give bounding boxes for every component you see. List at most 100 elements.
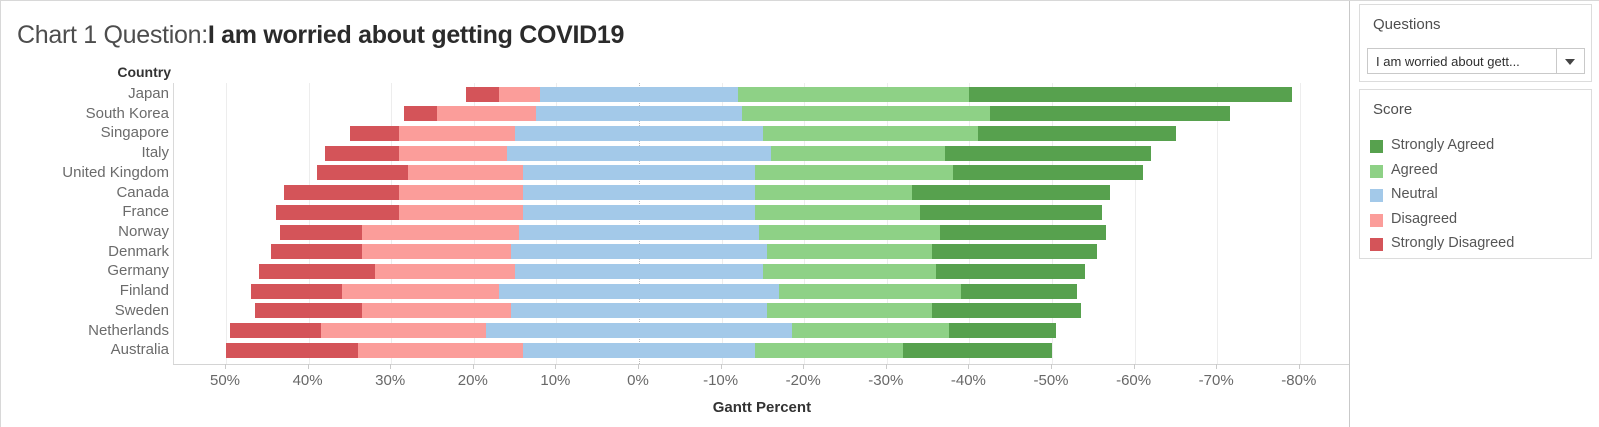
- bar-segment-agreed[interactable]: [767, 244, 933, 260]
- x-tick-mark: [472, 364, 474, 369]
- bar-segment-neutral[interactable]: [519, 224, 759, 240]
- legend-item-strongly-agreed[interactable]: Strongly Agreed: [1370, 137, 1580, 161]
- bar-segment-disagreed[interactable]: [374, 263, 516, 279]
- bar-segment-neutral[interactable]: [515, 125, 763, 141]
- bar-segment-neutral[interactable]: [510, 303, 768, 319]
- bar-segment-strongly-disagreed[interactable]: [226, 342, 359, 358]
- legend-item-strongly-disagreed[interactable]: Strongly Disagreed: [1370, 235, 1580, 259]
- bar-segment-strongly-disagreed[interactable]: [254, 303, 363, 319]
- bar-segment-strongly-agreed[interactable]: [990, 106, 1230, 122]
- country-label-norway[interactable]: Norway: [118, 223, 169, 241]
- bar-segment-strongly-agreed[interactable]: [969, 86, 1292, 102]
- bar-segment-strongly-agreed[interactable]: [977, 125, 1176, 141]
- bar-segment-strongly-agreed[interactable]: [940, 224, 1106, 240]
- bar-segment-strongly-agreed[interactable]: [911, 185, 1110, 201]
- bar-segment-neutral[interactable]: [523, 342, 755, 358]
- bar-segment-strongly-agreed[interactable]: [961, 283, 1077, 299]
- bar-segment-disagreed[interactable]: [320, 323, 487, 339]
- caret-down-icon[interactable]: [1556, 49, 1584, 73]
- bar-segment-agreed[interactable]: [779, 283, 962, 299]
- bar-segment-strongly-disagreed[interactable]: [250, 283, 342, 299]
- country-label-canada[interactable]: Canada: [116, 183, 169, 201]
- bar-segment-strongly-disagreed[interactable]: [403, 106, 437, 122]
- bar-segment-disagreed[interactable]: [407, 165, 524, 181]
- country-label-south-korea[interactable]: South Korea: [85, 104, 169, 122]
- x-tick-label: 30%: [375, 372, 406, 389]
- bar-segment-strongly-disagreed[interactable]: [316, 165, 408, 181]
- question-dropdown-value: I am worried about gett...: [1376, 54, 1520, 69]
- bar-segment-neutral[interactable]: [523, 185, 755, 201]
- country-label-germany[interactable]: Germany: [107, 262, 169, 280]
- legend-swatch: [1370, 140, 1383, 153]
- bar-segment-strongly-agreed[interactable]: [936, 263, 1086, 279]
- bar-segment-agreed[interactable]: [754, 165, 953, 181]
- bar-segment-strongly-disagreed[interactable]: [465, 86, 499, 102]
- bar-segment-disagreed[interactable]: [341, 283, 499, 299]
- bar-segment-neutral[interactable]: [539, 86, 739, 102]
- legend-label: Agreed: [1391, 161, 1438, 178]
- questions-panel: Questions I am worried about gett...: [1359, 4, 1592, 82]
- bar-segment-disagreed[interactable]: [399, 145, 507, 161]
- bar-segment-agreed[interactable]: [758, 224, 941, 240]
- country-label-france[interactable]: France: [122, 203, 169, 221]
- bar-segment-neutral[interactable]: [506, 145, 772, 161]
- country-label-netherlands[interactable]: Netherlands: [88, 321, 169, 339]
- bar-segment-agreed[interactable]: [738, 86, 970, 102]
- bar-segment-neutral[interactable]: [523, 165, 755, 181]
- bar-segment-strongly-disagreed[interactable]: [349, 125, 400, 141]
- bar-segment-agreed[interactable]: [767, 303, 933, 319]
- bar-segment-disagreed[interactable]: [498, 86, 540, 102]
- bar-segment-disagreed[interactable]: [399, 125, 516, 141]
- question-dropdown[interactable]: I am worried about gett...: [1367, 48, 1585, 74]
- bar-segment-agreed[interactable]: [754, 185, 912, 201]
- bar-segment-neutral[interactable]: [498, 283, 780, 299]
- bar-segment-agreed[interactable]: [791, 323, 949, 339]
- country-label-united-kingdom[interactable]: United Kingdom: [62, 163, 169, 181]
- bar-segment-strongly-disagreed[interactable]: [283, 185, 400, 201]
- bar-segment-agreed[interactable]: [754, 204, 920, 220]
- bar-segment-strongly-agreed[interactable]: [932, 303, 1081, 319]
- bar-segment-neutral[interactable]: [535, 106, 743, 122]
- bar-segment-neutral[interactable]: [510, 244, 768, 260]
- bar-segment-disagreed[interactable]: [362, 244, 511, 260]
- country-label-australia[interactable]: Australia: [110, 341, 169, 359]
- bar-segment-strongly-agreed[interactable]: [948, 323, 1057, 339]
- bar-segment-strongly-disagreed[interactable]: [279, 224, 363, 240]
- legend-item-disagreed[interactable]: Disagreed: [1370, 211, 1580, 235]
- bar-segment-strongly-disagreed[interactable]: [230, 323, 321, 339]
- bar-segment-agreed[interactable]: [762, 263, 937, 279]
- bar-segment-agreed[interactable]: [762, 125, 978, 141]
- bar-segment-strongly-disagreed[interactable]: [275, 204, 400, 220]
- bar-segment-disagreed[interactable]: [358, 342, 524, 358]
- bar-segment-agreed[interactable]: [771, 145, 945, 161]
- bar-segment-neutral[interactable]: [515, 263, 763, 279]
- bar-segment-neutral[interactable]: [523, 204, 755, 220]
- bar-segment-strongly-agreed[interactable]: [919, 204, 1102, 220]
- bar-segment-strongly-agreed[interactable]: [952, 165, 1143, 181]
- country-label-italy[interactable]: Italy: [141, 144, 169, 162]
- bar-segment-strongly-disagreed[interactable]: [271, 244, 363, 260]
- bar-segment-strongly-agreed[interactable]: [903, 342, 1052, 358]
- legend-item-agreed[interactable]: Agreed: [1370, 162, 1580, 186]
- bar-segment-disagreed[interactable]: [399, 185, 524, 201]
- bar-segment-neutral[interactable]: [486, 323, 792, 339]
- bar-segment-disagreed[interactable]: [436, 106, 536, 122]
- bar-segment-strongly-disagreed[interactable]: [259, 263, 375, 279]
- bar-segment-strongly-disagreed[interactable]: [325, 145, 400, 161]
- country-label-japan[interactable]: Japan: [128, 85, 169, 102]
- x-axis-line: [173, 364, 1349, 365]
- legend-item-neutral[interactable]: Neutral: [1370, 186, 1580, 210]
- bar-segment-strongly-agreed[interactable]: [932, 244, 1098, 260]
- country-label-finland[interactable]: Finland: [119, 282, 169, 300]
- bar-segment-strongly-agreed[interactable]: [944, 145, 1152, 161]
- country-label-denmark[interactable]: Denmark: [108, 242, 169, 260]
- bar-segment-disagreed[interactable]: [362, 224, 520, 240]
- country-label-sweden[interactable]: Sweden: [114, 301, 169, 319]
- bar-segment-disagreed[interactable]: [399, 204, 524, 220]
- plot-area: [173, 83, 1350, 364]
- bar-segment-agreed[interactable]: [754, 342, 904, 358]
- country-label-singapore[interactable]: Singapore: [100, 124, 169, 142]
- bar-segment-disagreed[interactable]: [362, 303, 511, 319]
- bar-segment-agreed[interactable]: [742, 106, 991, 122]
- legend-label: Strongly Disagreed: [1391, 235, 1515, 252]
